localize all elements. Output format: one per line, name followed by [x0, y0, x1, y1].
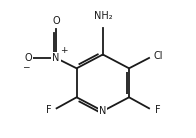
Text: NH₂: NH₂	[93, 11, 112, 21]
Text: N: N	[52, 53, 60, 63]
Text: F: F	[46, 105, 52, 115]
Text: N: N	[99, 106, 106, 116]
Text: −: −	[22, 62, 29, 71]
Text: O: O	[25, 53, 33, 63]
Text: +: +	[60, 46, 67, 55]
Text: F: F	[155, 105, 160, 115]
Text: Cl: Cl	[153, 51, 163, 61]
Text: O: O	[52, 16, 60, 26]
